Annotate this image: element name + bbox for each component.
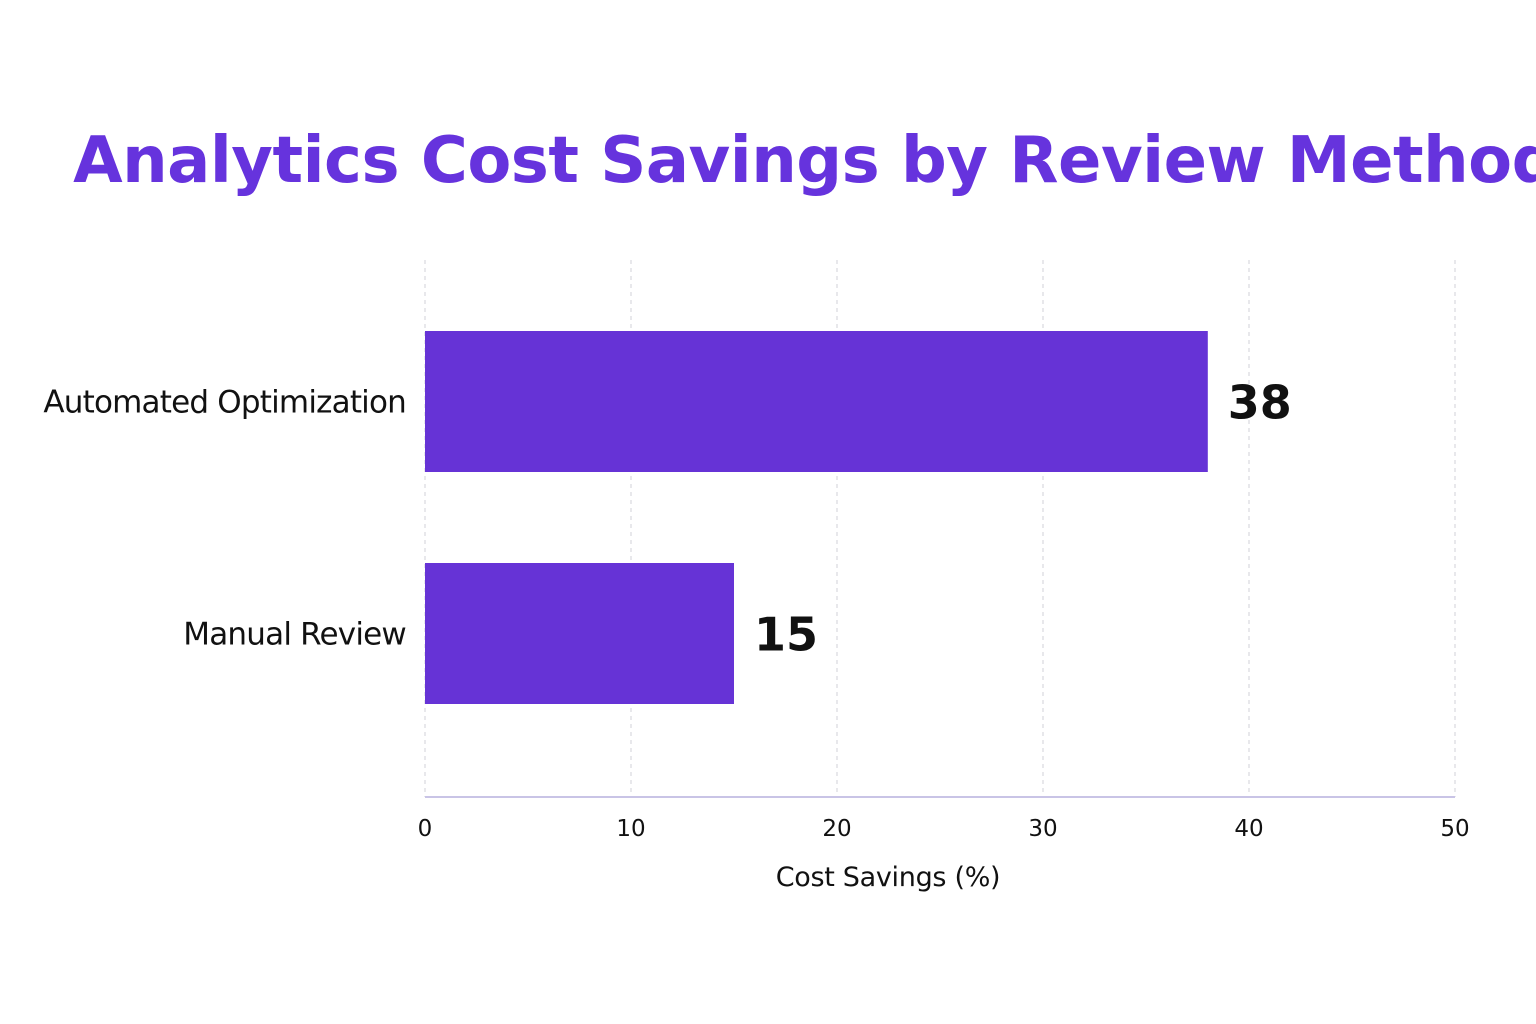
bar-manual-review: [425, 563, 734, 704]
data-label: 15: [754, 608, 818, 662]
x-tick-label: 0: [418, 816, 433, 842]
bar-automated-optimization: [425, 331, 1208, 472]
data-label: 38: [1228, 376, 1292, 430]
bars: [425, 331, 1208, 704]
x-tick-label: 30: [1028, 816, 1057, 842]
x-axis-label: Cost Savings (%): [776, 862, 1001, 893]
x-tick-label: 20: [822, 816, 851, 842]
x-tick-label: 40: [1234, 816, 1263, 842]
chart-title: Analytics Cost Savings by Review Method: [73, 124, 1536, 198]
x-tick-label: 10: [616, 816, 645, 842]
category-label: Manual Review: [183, 617, 406, 653]
x-tick-label: 50: [1440, 816, 1469, 842]
category-label: Automated Optimization: [43, 385, 406, 421]
labels: 0 10 20 30 40 50 Automated Optimization 38 Manua…: [43, 376, 1469, 843]
